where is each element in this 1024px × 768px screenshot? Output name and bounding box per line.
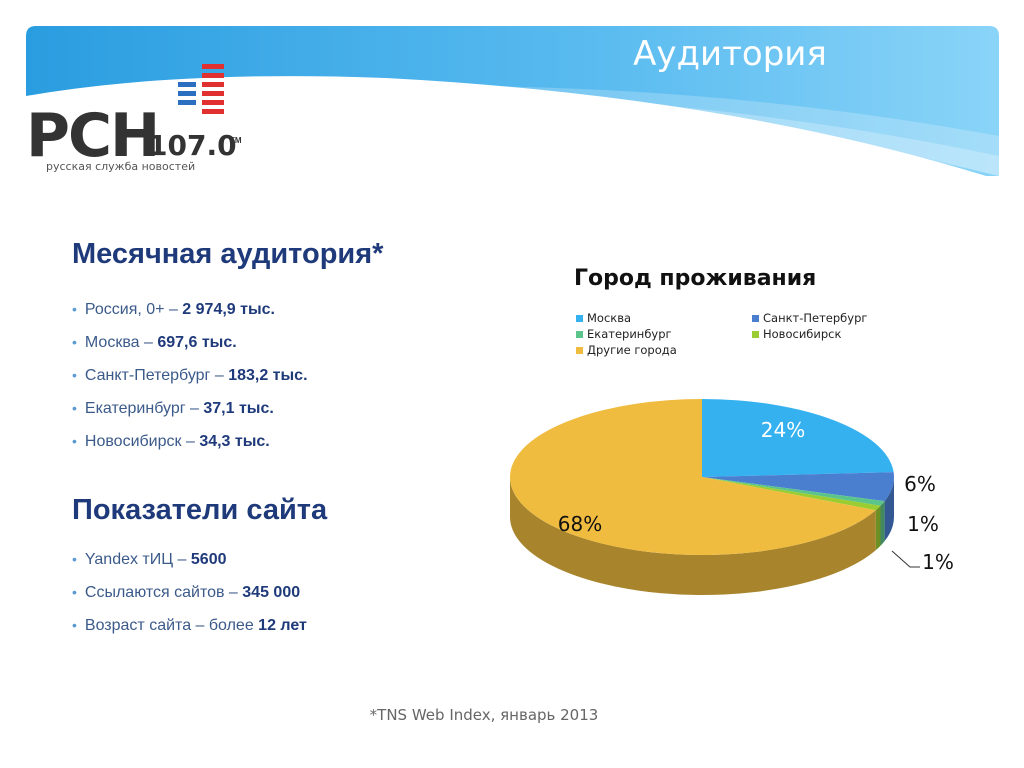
legend-swatch — [576, 331, 583, 338]
logo-bars-icon — [178, 64, 224, 114]
bullet-icon: • — [72, 584, 77, 600]
legend-swatch — [752, 315, 759, 322]
bullet-icon: • — [72, 301, 77, 317]
pie-slice-side — [875, 505, 881, 551]
item-value: 183,2 тыс. — [228, 367, 308, 384]
city-pie-chart: Город проживания Москва Санкт-Петербург Ека… — [510, 266, 954, 595]
pie-slice-side — [880, 501, 885, 546]
pie-slice — [702, 477, 885, 506]
data-label: 6% — [904, 472, 936, 496]
list-item: • Ссылаются сайтов – 345 000 — [72, 584, 307, 617]
pie-slice — [702, 399, 894, 477]
data-label: 68% — [558, 512, 602, 536]
item-value: 5600 — [190, 551, 227, 568]
logo-fm: FM — [230, 136, 242, 145]
legend-label: Екатеринбург — [587, 327, 672, 341]
pie-slice — [702, 472, 894, 502]
data-label: 24% — [761, 418, 805, 442]
list-item: • Yandex тИЦ – 5600 — [72, 551, 307, 584]
item-label: Санкт-Петербург – — [84, 367, 229, 384]
monthly-audience-heading: Месячная аудитория* — [72, 238, 384, 270]
legend-swatch — [576, 315, 583, 322]
item-value: 12 лет — [258, 617, 307, 634]
item-value: 697,6 тыс. — [157, 334, 237, 351]
item-value: 34,3 тыс. — [199, 433, 270, 450]
logo-wordmark: РСН — [26, 101, 160, 171]
bullet-icon: • — [72, 433, 77, 449]
item-label: Екатеринбург – — [84, 400, 204, 417]
list-item: • Россия, 0+ – 2 974,9 тыс. — [72, 301, 308, 334]
list-item: • Возраст сайта – более 12 лет — [72, 617, 307, 650]
list-item: • Санкт-Петербург – 183,2 тыс. — [72, 367, 308, 400]
slide-title: Аудитория — [633, 34, 827, 74]
list-item: • Екатеринбург – 37,1 тыс. — [72, 400, 308, 433]
logo-frequency: 107.0 — [148, 129, 237, 162]
legend-label: Новосибирск — [763, 327, 841, 341]
logo-tagline: русская служба новостей — [46, 160, 196, 173]
pie-slice-side — [884, 477, 894, 542]
bullet-icon: • — [72, 400, 77, 416]
bullet-icon: • — [72, 334, 77, 350]
item-label: Москва – — [84, 334, 158, 351]
legend-swatch — [752, 331, 759, 338]
legend-swatch — [576, 347, 583, 354]
bullet-icon: • — [72, 367, 77, 383]
item-label: Ссылаются сайтов – — [84, 584, 243, 601]
pie-slice — [510, 399, 876, 555]
item-label: Возраст сайта – более — [84, 617, 259, 634]
site-metrics-list: • Yandex тИЦ – 5600 • Ссылаются сайтов – 3… — [72, 551, 307, 650]
logo: РСН 107.0 FM русская служба новостей — [20, 58, 260, 178]
legend-label: Другие города — [587, 343, 677, 357]
item-label: Новосибирск – — [84, 433, 200, 450]
list-item: • Москва – 697,6 тыс. — [72, 334, 308, 367]
header-banner — [26, 26, 999, 176]
leader-line — [891, 550, 920, 568]
item-label: Yandex тИЦ – — [84, 551, 191, 568]
legend-label: Москва — [587, 311, 631, 325]
bullet-icon: • — [72, 551, 77, 567]
item-value: 345 000 — [242, 584, 301, 601]
chart-title: Город проживания — [574, 266, 816, 291]
site-metrics-heading: Показатели сайта — [72, 494, 328, 526]
data-label: 1% — [907, 512, 939, 536]
legend-label: Санкт-Петербург — [763, 311, 867, 325]
footnote: *TNS Web Index, январь 2013 — [369, 706, 599, 724]
list-item: • Новосибирск – 34,3 тыс. — [72, 433, 308, 466]
pie-slice — [702, 477, 881, 511]
pie-slice-side — [510, 477, 876, 595]
item-value: 2 974,9 тыс. — [182, 301, 275, 318]
monthly-audience-list: • Россия, 0+ – 2 974,9 тыс. • Москва – 697… — [72, 301, 308, 466]
item-label: Россия, 0+ – — [84, 301, 183, 318]
item-value: 37,1 тыс. — [203, 400, 274, 417]
bullet-icon: • — [72, 617, 77, 633]
data-label: 1% — [922, 550, 954, 574]
